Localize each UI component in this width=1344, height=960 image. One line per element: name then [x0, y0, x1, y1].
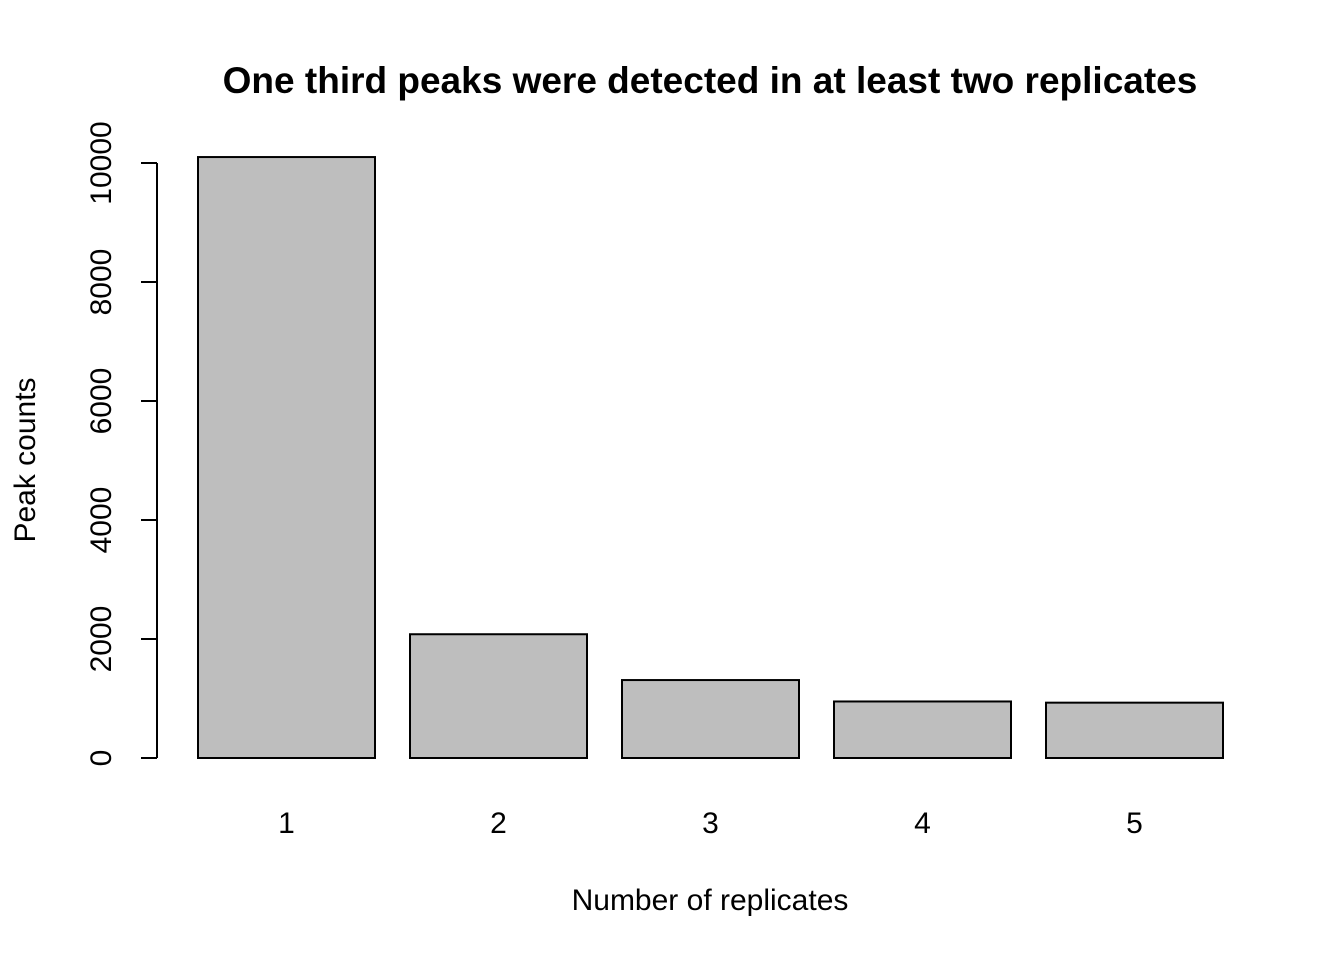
x-axis-label: Number of replicates — [572, 884, 849, 917]
bars-group — [197, 156, 1224, 760]
y-tick-label: 8000 — [85, 249, 118, 316]
y-tick-label: 2000 — [85, 606, 118, 673]
x-tick-label: 4 — [914, 807, 931, 840]
bar-1 — [197, 156, 376, 760]
y-tick-label: 0 — [85, 750, 118, 767]
y-tick-label: 4000 — [85, 487, 118, 554]
chart-title: One third peaks were detected in at leas… — [223, 60, 1198, 101]
bar-3 — [621, 679, 800, 759]
bar-4 — [833, 700, 1012, 759]
x-tick-label: 1 — [278, 807, 295, 840]
bar-2 — [409, 633, 588, 759]
x-tick-label: 3 — [702, 807, 719, 840]
y-tick-label: 6000 — [85, 368, 118, 435]
y-tick-label: 10000 — [85, 121, 118, 204]
x-tick-labels: 1 2 3 4 5 — [278, 807, 1143, 840]
bar-5 — [1045, 701, 1224, 759]
x-tick-label: 5 — [1126, 807, 1143, 840]
y-axis: 0 2000 4000 6000 8000 10000 — [85, 121, 158, 767]
x-tick-label: 2 — [490, 807, 507, 840]
y-axis-label: Peak counts — [9, 377, 42, 542]
